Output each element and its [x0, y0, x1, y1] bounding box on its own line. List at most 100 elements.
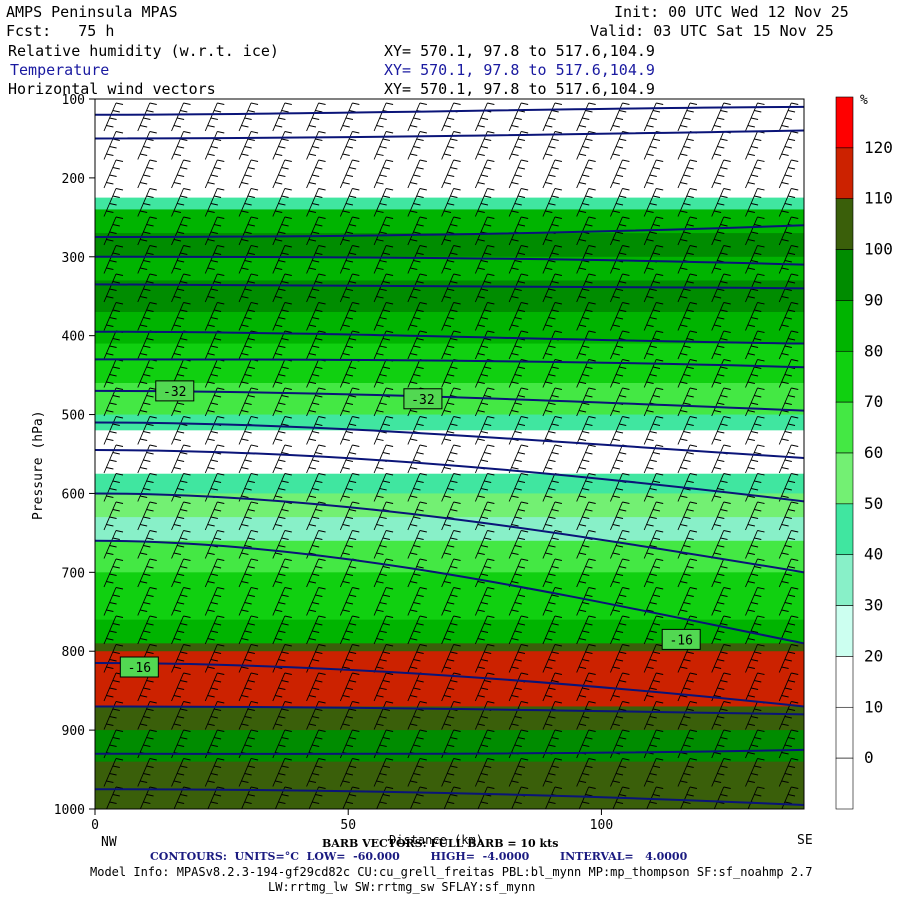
wind-barb	[745, 416, 765, 445]
colorbar-level: 100	[864, 240, 893, 259]
y-tick-label: 400	[62, 330, 85, 345]
wind-barb	[103, 701, 124, 730]
wind-barb	[576, 188, 596, 217]
wind-barb	[711, 245, 731, 274]
wind-barb	[643, 387, 664, 417]
wind-barb	[508, 159, 529, 189]
wind-barb	[238, 302, 259, 331]
wind-barb	[643, 330, 664, 360]
contour-label-box	[661, 628, 701, 650]
barb-legend: BARB VECTORS: FULL BARB = 10 kts	[322, 837, 559, 850]
wind-barb	[306, 216, 326, 246]
wind-barb	[204, 473, 225, 502]
wind-barb	[813, 616, 832, 644]
wind-barb	[306, 330, 326, 360]
wind-barb	[508, 359, 529, 388]
wind-barb	[407, 558, 427, 588]
wind-barb	[204, 159, 225, 189]
wind-barb	[171, 416, 191, 445]
contour-info: CONTOURS: UNITS=°C LOW= -60.000 HIGH= -4…	[150, 850, 688, 863]
wind-barb	[373, 245, 394, 274]
wind-barb	[137, 530, 157, 559]
wind-barb	[778, 188, 799, 217]
wind-barb	[474, 330, 495, 360]
wind-barb	[373, 330, 394, 360]
wind-barb	[677, 530, 698, 559]
wind-barb	[171, 159, 191, 189]
wind-barb	[204, 558, 225, 588]
wind-barb	[610, 558, 630, 588]
wind-barb	[542, 587, 562, 616]
wind-barb	[610, 131, 630, 160]
rh-band	[95, 730, 804, 763]
wind-barb	[508, 644, 529, 673]
wind-barb	[711, 330, 731, 360]
x-axis-label: Distance (km)	[389, 833, 483, 847]
wind-barb	[171, 587, 191, 616]
wind-barb	[778, 644, 799, 673]
field-label-rh: Relative humidity (w.r.t. ice)	[8, 42, 279, 60]
wind-barb	[677, 330, 698, 360]
wind-barb	[778, 387, 799, 417]
wind-barb	[643, 188, 664, 217]
wind-barb	[373, 216, 394, 246]
wind-barb	[610, 615, 630, 645]
wind-barb	[204, 444, 225, 474]
wind-barb	[778, 416, 799, 445]
wind-barb	[407, 302, 427, 331]
wind-barb	[274, 786, 292, 809]
wind-barb	[778, 729, 799, 759]
colorbar-swatch	[835, 249, 854, 301]
wind-barb	[339, 387, 360, 417]
wind-barb	[441, 216, 461, 246]
wind-barb	[103, 672, 124, 702]
rh-band	[95, 651, 804, 707]
wind-barb	[576, 758, 596, 787]
wind-barb	[610, 102, 630, 132]
wind-barb	[137, 587, 157, 616]
wind-barb	[272, 188, 292, 217]
wind-barb	[373, 587, 394, 616]
wind-barb	[610, 302, 630, 331]
wind-barb	[204, 758, 225, 787]
wind-barb	[207, 786, 225, 809]
wind-barb	[813, 645, 832, 673]
wind-barb	[238, 587, 259, 616]
wind-barb	[339, 758, 360, 787]
wind-barb	[508, 330, 529, 360]
wind-barb	[238, 102, 259, 132]
wind-barb	[677, 245, 698, 274]
wind-barb	[711, 615, 731, 645]
wind-barb	[137, 501, 157, 531]
wind-barb	[813, 702, 832, 730]
wind-barb	[272, 587, 292, 616]
wind-barb	[813, 445, 832, 473]
temperature-contour	[95, 330, 804, 345]
x-tick-label: 50	[340, 818, 356, 833]
wind-barb	[171, 302, 191, 331]
wind-barb	[441, 758, 461, 787]
wind-barb	[409, 786, 427, 809]
colorbar-level: 110	[864, 189, 893, 208]
wind-barb	[103, 473, 124, 502]
wind-barb	[576, 558, 596, 588]
wind-barb	[643, 587, 664, 616]
wind-barb	[643, 701, 664, 730]
wind-barb	[103, 416, 124, 445]
wind-barb	[241, 786, 259, 809]
wind-barb	[643, 245, 664, 274]
wind-barb	[373, 273, 394, 303]
wind-barb	[643, 644, 664, 673]
wind-barb	[813, 331, 832, 359]
wind-barb	[171, 558, 191, 588]
temperature-contour	[95, 539, 804, 645]
wind-barb	[204, 587, 225, 616]
wind-barb	[711, 587, 731, 616]
wind-barb	[747, 786, 765, 809]
wind-barb	[542, 416, 562, 445]
wind-barb	[137, 473, 157, 502]
wind-barb	[272, 701, 292, 730]
wind-barb	[576, 672, 596, 702]
wind-barb	[238, 216, 259, 246]
wind-barb	[542, 501, 562, 531]
